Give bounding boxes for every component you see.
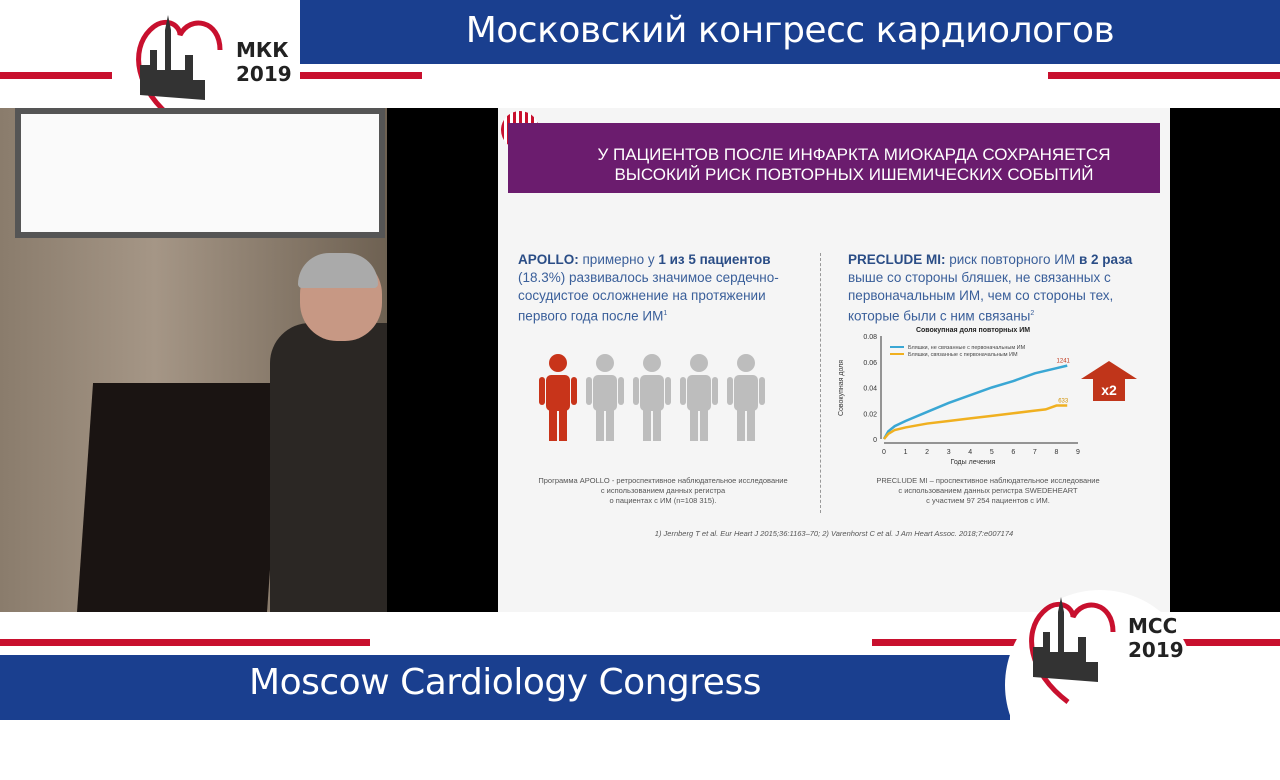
x-tick-label: 7 <box>1033 449 1037 456</box>
person-arm <box>539 377 545 405</box>
projection-screen <box>15 108 385 238</box>
x-tick-label: 4 <box>968 449 972 456</box>
person-icon <box>633 354 671 441</box>
person-arm <box>680 377 686 405</box>
x-tick-label: 9 <box>1076 449 1080 456</box>
x-tick-label: 8 <box>1054 449 1058 456</box>
divider <box>820 253 821 513</box>
person-leg <box>606 405 614 441</box>
person-icon <box>727 354 765 441</box>
preclude-text: PRECLUDE MI: риск повторного ИМ в 2 раза… <box>848 252 1133 324</box>
references: 1) Jernberg T et al. Eur Heart J 2015;36… <box>654 529 1014 538</box>
bottom-banner <box>0 655 1010 720</box>
person-leg <box>596 405 604 441</box>
slide-title: У ПАЦИЕНТОВ ПОСЛЕ ИНФАРКТА МИОКАРДА СОХР… <box>508 123 1160 193</box>
person-body <box>734 375 758 411</box>
person-leg <box>559 405 567 441</box>
divider <box>1048 72 1280 79</box>
person-body <box>640 375 664 411</box>
preclude-note: PRECLUDE MI – проспективное наблюдательн… <box>876 476 1100 505</box>
person-leg <box>690 405 698 441</box>
top-banner-title: Московский конгресс кардиологов <box>465 10 1115 51</box>
y-axis-label: Совокупная доля <box>838 360 845 416</box>
divider <box>0 72 112 79</box>
divider <box>300 72 422 79</box>
x-axis-label: Годы лечения <box>951 459 996 466</box>
presentation-slide: У ПАЦИЕНТОВ ПОСЛЕ ИНФАРКТА МИОКАРДА СОХР… <box>498 108 1170 612</box>
logo-year: 2019 <box>236 62 292 86</box>
person-head <box>643 354 661 372</box>
person-leg <box>653 405 661 441</box>
person-head <box>690 354 708 372</box>
apollo-text: APOLLO: примерно у 1 из 5 пациентов (18.… <box>518 252 779 324</box>
end-label: 633 <box>1058 399 1069 405</box>
person-head <box>549 354 567 372</box>
arrow-label: x2 <box>1101 382 1117 398</box>
person-arm <box>618 377 624 405</box>
person-arm <box>759 377 765 405</box>
heart-city-logo-icon <box>136 15 223 122</box>
divider <box>0 639 370 646</box>
person-leg <box>737 405 745 441</box>
legend-label: Бляшки, не связанные с первоначальным ИМ <box>908 345 1026 351</box>
person-arm <box>571 377 577 405</box>
speaker <box>270 323 387 612</box>
y-tick-label: 0.06 <box>863 360 877 367</box>
series-line <box>883 404 1068 440</box>
logo-year: 2019 <box>1128 638 1184 662</box>
person-arm <box>633 377 639 405</box>
person-icon <box>539 354 577 441</box>
person-head <box>596 354 614 372</box>
person-icon <box>586 354 624 441</box>
speaker-hair <box>298 253 378 288</box>
logo-text: MCC <box>1128 614 1178 638</box>
x-tick-label: 3 <box>947 449 951 456</box>
y-tick-label: 0.04 <box>863 386 877 393</box>
y-tick-label: 0 <box>873 437 877 444</box>
cumulative-mi-chart: 0 1 2 3 4 5 6 7 8 9 0 0.02 0.04 0.06 0.08 Совокупная до… <box>838 327 1080 466</box>
person-icon <box>680 354 718 441</box>
person-head <box>737 354 755 372</box>
logo-text: МКК <box>236 38 289 62</box>
x-tick-label: 0 <box>882 449 886 456</box>
person-body <box>687 375 711 411</box>
arrow-up-icon: x2 <box>1081 361 1137 401</box>
bottom-banner-title: Moscow Cardiology Congress <box>249 662 761 703</box>
person-arm <box>665 377 671 405</box>
speaker-camera-view <box>0 108 387 612</box>
end-label: 1241 <box>1057 359 1071 365</box>
podium <box>76 383 284 612</box>
x-tick-label: 6 <box>1011 449 1015 456</box>
person-leg <box>700 405 708 441</box>
x-tick-label: 2 <box>925 449 929 456</box>
series-line <box>882 364 1068 440</box>
top-banner <box>300 0 1280 64</box>
apollo-note: Программа APOLLO - ретроспективное наблю… <box>538 476 788 505</box>
person-leg <box>549 405 557 441</box>
y-tick-label: 0.02 <box>863 411 877 418</box>
legend-label: Бляшки, связанные с первоначальным ИМ <box>908 352 1018 358</box>
person-body <box>546 375 570 411</box>
x-tick-label: 1 <box>904 449 908 456</box>
chart-title: Совокупная доля повторных ИМ <box>916 327 1030 334</box>
person-body <box>593 375 617 411</box>
person-leg <box>643 405 651 441</box>
person-leg <box>747 405 755 441</box>
x-tick-label: 5 <box>990 449 994 456</box>
person-arm <box>712 377 718 405</box>
patients-pictogram <box>539 354 765 441</box>
person-arm <box>727 377 733 405</box>
heart-city-logo-icon <box>1029 597 1116 704</box>
person-arm <box>586 377 592 405</box>
y-tick-label: 0.08 <box>863 334 877 341</box>
